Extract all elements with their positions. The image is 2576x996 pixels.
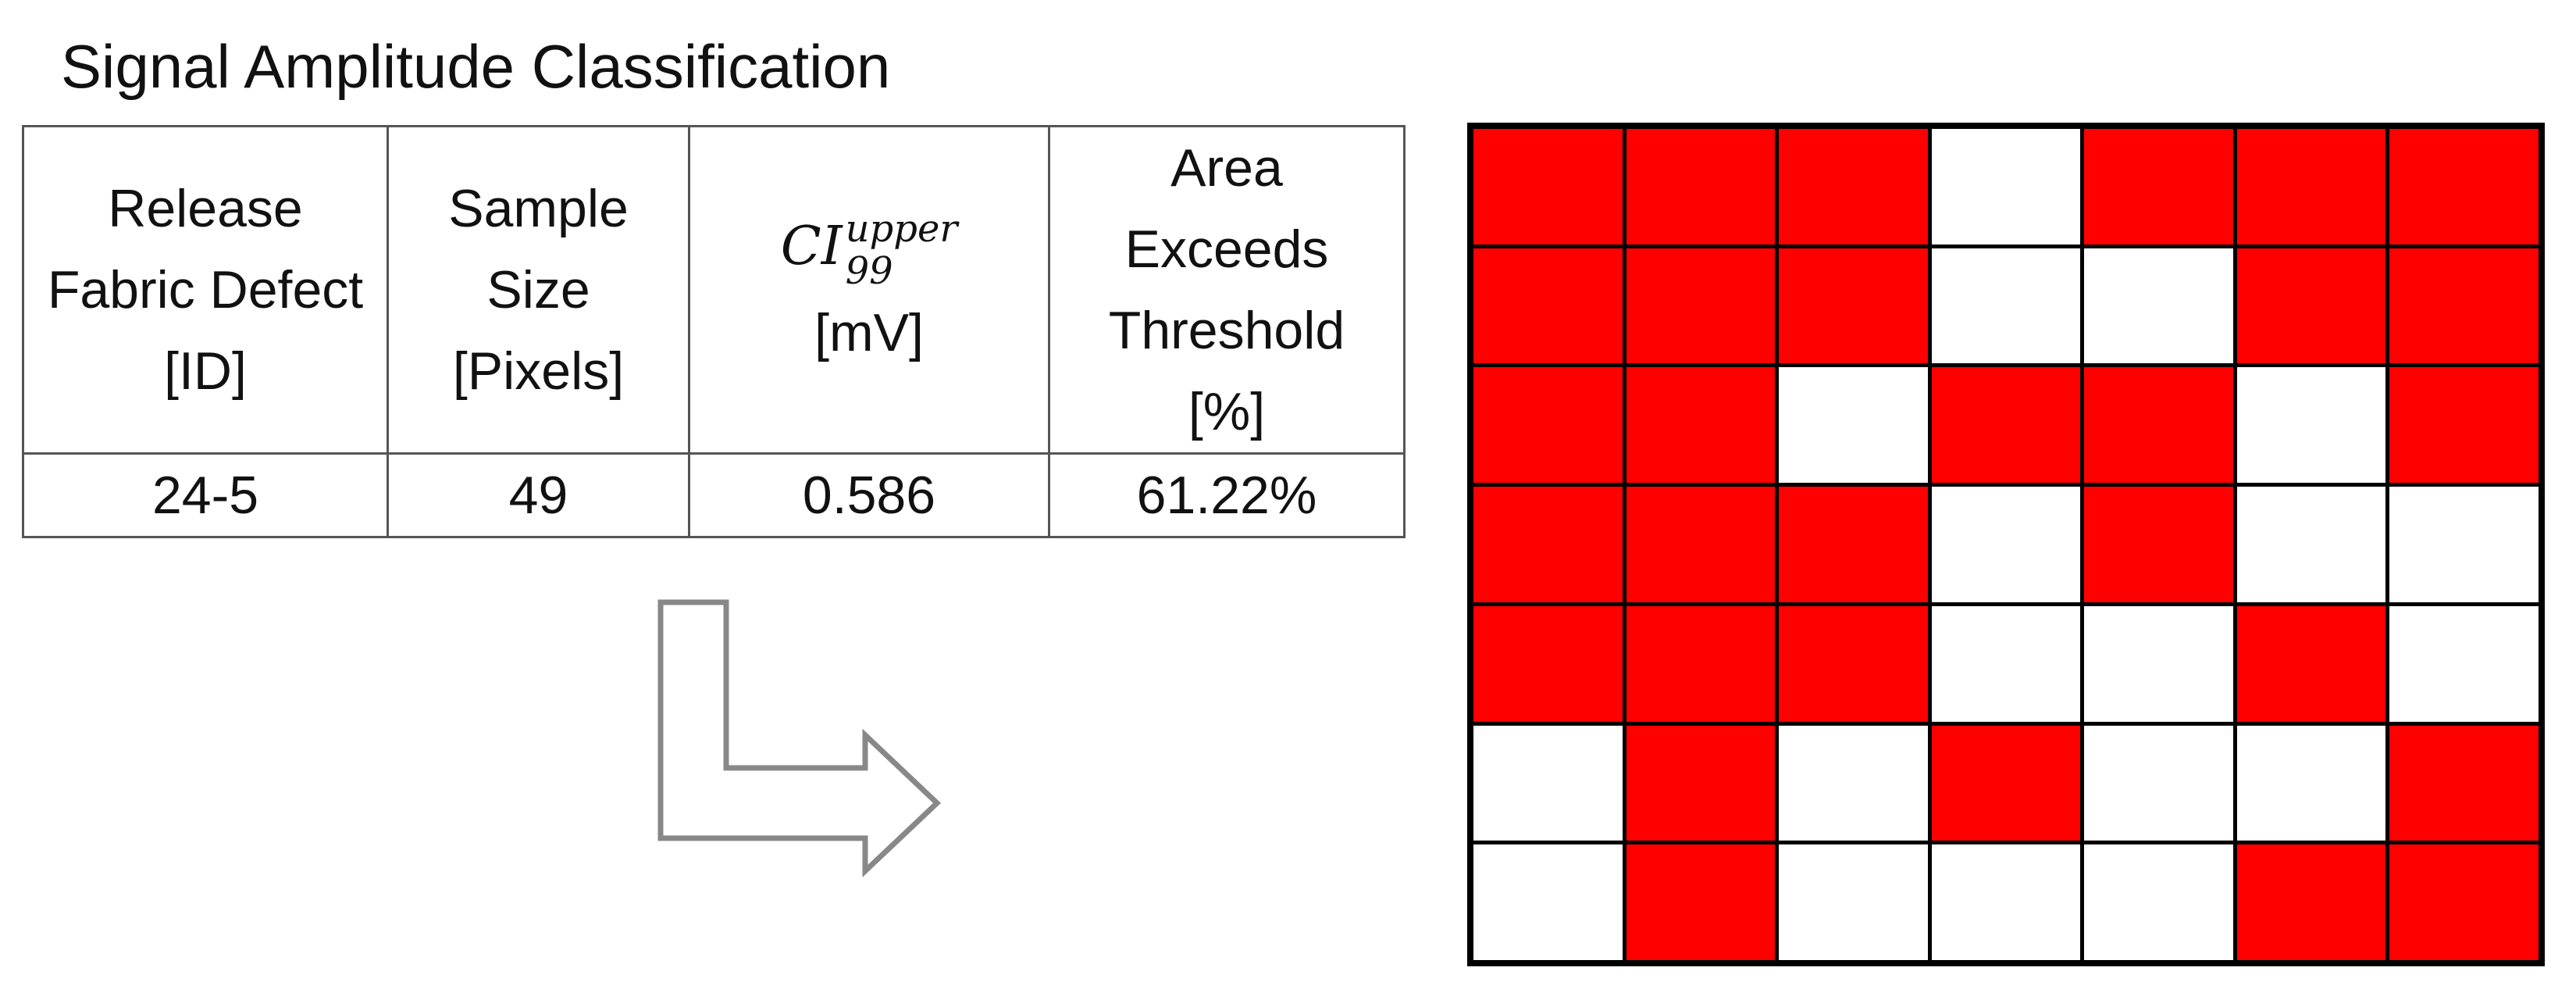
exceeds-pixel-cell bbox=[2236, 605, 2386, 722]
exceeds-pixel-cell bbox=[1626, 367, 1776, 484]
header-area-exceeds: Area Exceeds Threshold [%] bbox=[1048, 125, 1406, 455]
exceeds-pixel-cell bbox=[2389, 844, 2539, 960]
bent-arrow-icon bbox=[657, 599, 942, 878]
header-sample-line-3: [Pixels] bbox=[452, 341, 625, 401]
exceeds-pixel-cell bbox=[1473, 248, 1623, 364]
below-pixel-cell bbox=[1931, 605, 2081, 722]
exceeds-pixel-cell bbox=[1473, 487, 1623, 602]
cell-ci-upper: 0.586 bbox=[688, 452, 1050, 538]
below-pixel-cell bbox=[1779, 725, 1928, 841]
exceeds-pixel-cell bbox=[1779, 487, 1928, 602]
below-pixel-cell bbox=[1779, 367, 1928, 484]
exceeds-pixel-cell bbox=[2236, 129, 2386, 245]
below-pixel-cell bbox=[2084, 844, 2233, 960]
header-ci-upper: CI upper 99 [mV] bbox=[688, 125, 1050, 455]
exceeds-pixel-cell bbox=[1779, 605, 1928, 722]
below-pixel-cell bbox=[1473, 844, 1623, 960]
exceeds-pixel-cell bbox=[2236, 844, 2386, 960]
header-ci-unit: [mV] bbox=[814, 303, 924, 363]
below-pixel-cell bbox=[2084, 605, 2233, 722]
below-pixel-cell bbox=[2389, 605, 2539, 722]
below-pixel-cell bbox=[2084, 725, 2233, 841]
below-pixel-cell bbox=[2236, 487, 2386, 602]
bent-arrow-shape bbox=[657, 599, 942, 878]
header-defect-line-1: Release bbox=[108, 179, 303, 238]
header-sample-size: Sample Size [Pixels] bbox=[387, 125, 690, 455]
below-pixel-cell bbox=[2236, 367, 2386, 484]
cell-area-pct: 61.22% bbox=[1048, 452, 1406, 538]
exceeds-pixel-cell bbox=[1626, 487, 1776, 602]
table-header-row: Release Fabric Defect [ID] Sample Size [… bbox=[22, 125, 1406, 455]
exceeds-pixel-cell bbox=[2389, 367, 2539, 484]
exceeds-pixel-cell bbox=[2236, 248, 2386, 364]
exceeds-pixel-cell bbox=[1626, 725, 1776, 841]
ci-superscript: upper bbox=[845, 207, 958, 252]
exceeds-pixel-cell bbox=[1626, 129, 1776, 245]
diagram-title: Signal Amplitude Classification bbox=[61, 32, 891, 101]
below-pixel-cell bbox=[1931, 844, 2081, 960]
exceeds-pixel-cell bbox=[1473, 129, 1623, 245]
header-sample-line-2: Size bbox=[486, 260, 590, 320]
header-area-line-2: Exceeds bbox=[1124, 220, 1329, 279]
header-area-line-4: [%] bbox=[1188, 382, 1266, 441]
header-area-line-1: Area bbox=[1170, 138, 1283, 198]
exceeds-pixel-cell bbox=[1779, 248, 1928, 364]
exceeds-pixel-cell bbox=[1779, 129, 1928, 245]
exceeds-pixel-cell bbox=[2389, 248, 2539, 364]
exceeds-pixel-cell bbox=[1931, 367, 2081, 484]
exceeds-pixel-cell bbox=[1473, 367, 1623, 484]
below-pixel-cell bbox=[2389, 487, 2539, 602]
ci-subscript: 99 bbox=[845, 249, 893, 294]
below-pixel-cell bbox=[1931, 487, 2081, 602]
cell-defect-id: 24-5 bbox=[22, 452, 389, 538]
below-pixel-cell bbox=[1931, 129, 2081, 245]
header-sample-line-1: Sample bbox=[448, 179, 629, 238]
cell-sample-size: 49 bbox=[387, 452, 690, 538]
exceeds-pixel-cell bbox=[1626, 605, 1776, 722]
below-pixel-cell bbox=[2236, 725, 2386, 841]
exceeds-pixel-cell bbox=[1626, 844, 1776, 960]
exceeds-pixel-cell bbox=[1931, 725, 2081, 841]
exceeds-pixel-cell bbox=[1473, 605, 1623, 722]
table-row: 24-5 49 0.586 61.22% bbox=[22, 452, 1406, 538]
ci-scripts: upper 99 bbox=[846, 208, 958, 292]
below-pixel-cell bbox=[1931, 248, 2081, 364]
pixel-grid bbox=[1467, 123, 2545, 966]
below-pixel-cell bbox=[1779, 844, 1928, 960]
exceeds-pixel-cell bbox=[1626, 248, 1776, 364]
header-defect-line-2: Fabric Defect bbox=[47, 260, 364, 320]
header-area-line-3: Threshold bbox=[1108, 301, 1345, 360]
header-defect-line-3: [ID] bbox=[164, 341, 247, 401]
header-defect-id: Release Fabric Defect [ID] bbox=[22, 125, 389, 455]
classification-table: Release Fabric Defect [ID] Sample Size [… bbox=[22, 125, 1406, 538]
ci-base: CI bbox=[780, 215, 843, 277]
exceeds-pixel-cell bbox=[2084, 367, 2233, 484]
exceeds-pixel-cell bbox=[2084, 487, 2233, 602]
exceeds-pixel-cell bbox=[2389, 129, 2539, 245]
ci-upper-symbol: CI upper 99 bbox=[690, 206, 1048, 292]
exceeds-pixel-cell bbox=[2084, 129, 2233, 245]
exceeds-pixel-cell bbox=[2389, 725, 2539, 841]
below-pixel-cell bbox=[1473, 725, 1623, 841]
below-pixel-cell bbox=[2084, 248, 2233, 364]
